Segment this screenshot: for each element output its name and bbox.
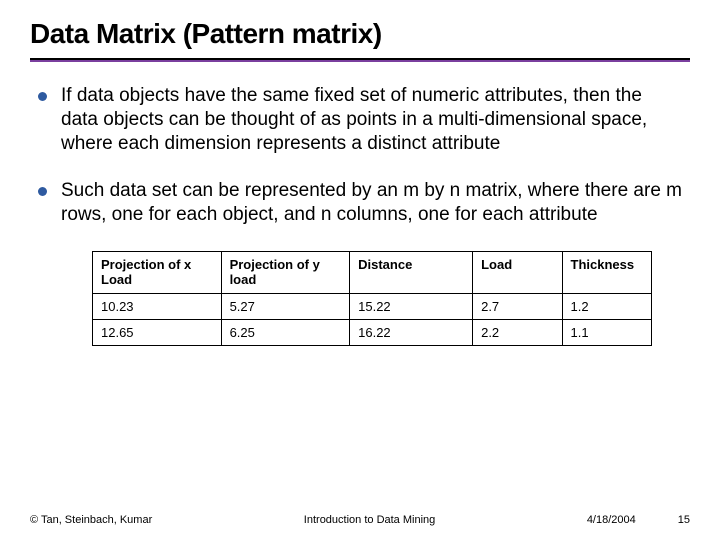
- footer-copyright: © Tan, Steinbach, Kumar: [30, 514, 152, 526]
- col-header: Load: [473, 251, 562, 293]
- table-cell: 2.7: [473, 293, 562, 319]
- bullet-icon: [38, 92, 47, 101]
- table-cell: 10.23: [93, 293, 222, 319]
- bullet-item: Such data set can be represented by an m…: [38, 179, 682, 227]
- table-header-row: Projection of x Load Projection of y loa…: [93, 251, 652, 293]
- page-title: Data Matrix (Pattern matrix): [30, 18, 690, 50]
- table-cell: 6.25: [221, 319, 350, 345]
- col-header: Projection of x Load: [93, 251, 222, 293]
- footer-title: Introduction to Data Mining: [152, 514, 587, 526]
- col-header: Projection of y load: [221, 251, 350, 293]
- bullet-text: Such data set can be represented by an m…: [61, 179, 682, 227]
- table-cell: 2.2: [473, 319, 562, 345]
- footer-right: 4/18/2004 15: [587, 514, 690, 526]
- data-table: Projection of x Load Projection of y loa…: [92, 251, 652, 346]
- bullet-icon: [38, 187, 47, 196]
- table-cell: 1.1: [562, 319, 651, 345]
- table-row: 12.65 6.25 16.22 2.2 1.1: [93, 319, 652, 345]
- footer-date: 4/18/2004: [587, 514, 636, 526]
- table-row: 10.23 5.27 15.22 2.7 1.2: [93, 293, 652, 319]
- col-header: Thickness: [562, 251, 651, 293]
- table-cell: 15.22: [350, 293, 473, 319]
- slide: Data Matrix (Pattern matrix) If data obj…: [0, 0, 720, 540]
- col-header: Distance: [350, 251, 473, 293]
- bullet-text: If data objects have the same fixed set …: [61, 84, 682, 155]
- table-cell: 1.2: [562, 293, 651, 319]
- footer: © Tan, Steinbach, Kumar Introduction to …: [30, 514, 690, 526]
- content-area: If data objects have the same fixed set …: [30, 62, 690, 346]
- table-cell: 5.27: [221, 293, 350, 319]
- data-table-wrap: Projection of x Load Projection of y loa…: [92, 251, 652, 346]
- table-cell: 16.22: [350, 319, 473, 345]
- table-cell: 12.65: [93, 319, 222, 345]
- footer-page: 15: [678, 514, 690, 526]
- bullet-item: If data objects have the same fixed set …: [38, 84, 682, 155]
